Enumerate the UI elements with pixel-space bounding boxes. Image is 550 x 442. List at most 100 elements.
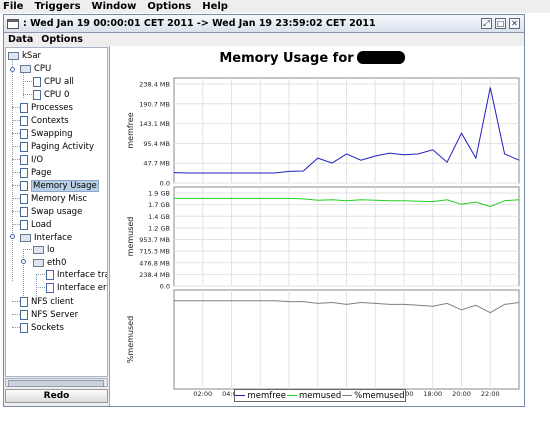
menu-window[interactable]: Window: [91, 1, 137, 12]
y-tick-label: 1.7 GB: [148, 201, 170, 209]
resize-icon[interactable]: ⤢: [481, 18, 492, 29]
document-icon: [20, 116, 28, 126]
frame-menubar: Data Options: [4, 33, 524, 46]
y-tick-label: 47.7 MB: [143, 160, 170, 168]
chart-title: Memory Usage for: [112, 51, 512, 66]
menu-options[interactable]: Options: [147, 1, 192, 12]
tree-item-memory-usage[interactable]: Memory Usage: [20, 180, 99, 192]
y-tick-label: 0.0: [160, 283, 170, 291]
tree-item-interface-errors[interactable]: Interface errors: [46, 282, 107, 294]
app-menubar: File Triggers Window Options Help: [0, 0, 550, 13]
x-tick-label: 02:00: [193, 390, 212, 398]
document-icon: [20, 142, 28, 152]
desktop-bottom: [0, 407, 550, 442]
frame-title: : Wed Jan 19 00:00:01 CET 2011 -> Wed Ja…: [23, 18, 376, 29]
x-tick-label: 04:00: [222, 390, 241, 398]
y-tick-label: 0.0: [160, 180, 170, 188]
left-panel: kSar CPU CPU all CPU 0 Processes Context…: [4, 46, 110, 406]
menu-help[interactable]: Help: [202, 1, 228, 12]
tree-item-nfs-server[interactable]: NFS Server: [20, 309, 78, 321]
tree-item-sockets[interactable]: Sockets: [20, 322, 64, 334]
tree-item-cpu[interactable]: CPU: [20, 63, 51, 75]
y-tick-label: 1.9 GB: [148, 190, 170, 198]
menu-data[interactable]: Data: [8, 34, 34, 45]
tree-item-swapping[interactable]: Swapping: [20, 128, 73, 140]
series-line-%memused: [174, 300, 520, 314]
folder-icon: [33, 259, 44, 267]
legend-item-pctmemused: %memused: [342, 391, 404, 401]
tree-item-cpu-0[interactable]: CPU 0: [33, 89, 69, 101]
y-tick-label: 238.4 MB: [139, 271, 170, 279]
menu-triggers[interactable]: Triggers: [34, 1, 81, 12]
tree-item-paging-activity[interactable]: Paging Activity: [20, 141, 94, 153]
document-icon: [20, 103, 28, 113]
y-tick-label: 190.7 MB: [139, 100, 170, 108]
menu-frame-options[interactable]: Options: [41, 34, 83, 45]
y-axis-label-memused: memused: [126, 217, 135, 257]
tree-item-interface[interactable]: Interface: [20, 232, 72, 244]
document-icon: [20, 155, 28, 165]
x-tick-label: 22:00: [481, 390, 500, 398]
y-tick-label: 1.2 GB: [148, 224, 170, 232]
tree-item-lo[interactable]: lo: [33, 244, 55, 256]
document-icon: [20, 310, 28, 320]
y-tick-label: 238.4 MB: [139, 81, 170, 89]
series-line-memused: [174, 197, 520, 208]
folder-icon: [20, 65, 31, 73]
document-icon: [20, 297, 28, 307]
document-icon: [20, 323, 28, 333]
y-tick-label: 143.1 MB: [139, 120, 170, 128]
y-axis-label-memfree: memfree: [126, 112, 135, 148]
chart-legend: memfree memused %memused: [234, 389, 406, 402]
x-tick-label: 18:00: [423, 390, 442, 398]
y-axis-label-%memused: %memused: [126, 316, 135, 363]
memory-chart: 0.0 47.7 MB 95.4 MB 143.1 MB 190.7 MB 238.4 M…: [126, 77, 520, 398]
document-icon: [33, 77, 41, 87]
window-icon: [7, 18, 19, 29]
document-icon: [20, 168, 28, 178]
document-icon: [20, 194, 28, 204]
tree-item-interface-traffic[interactable]: Interface traffic: [46, 269, 107, 281]
x-tick-label: 20:00: [452, 390, 471, 398]
document-icon: [20, 220, 28, 230]
y-tick-label: 1.4 GB: [148, 213, 170, 221]
series-line-memfree: [173, 87, 520, 174]
tree-horizontal-scrollbar[interactable]: [5, 378, 108, 387]
legend-item-memused: memused: [286, 391, 341, 401]
close-icon[interactable]: ✕: [509, 18, 520, 29]
y-tick-label: 715.3 MB: [139, 248, 170, 256]
tree-item-load[interactable]: Load: [20, 219, 51, 231]
folder-icon: [8, 52, 19, 60]
folder-icon: [20, 234, 31, 242]
tree-item-contexts[interactable]: Contexts: [20, 115, 69, 127]
maximize-icon[interactable]: □: [495, 18, 506, 29]
menu-file[interactable]: File: [3, 1, 24, 12]
tree-item-memory-misc[interactable]: Memory Misc: [20, 193, 87, 205]
document-icon: [20, 207, 28, 217]
tree-item-swap-usage[interactable]: Swap usage: [20, 206, 82, 218]
legend-item-memfree: memfree: [235, 391, 286, 401]
document-icon: [46, 270, 54, 280]
y-tick-label: 95.4 MB: [143, 140, 170, 148]
internal-frame: : Wed Jan 19 00:00:01 CET 2011 -> Wed Ja…: [3, 14, 525, 407]
tree-view[interactable]: kSar CPU CPU all CPU 0 Processes Context…: [5, 47, 108, 377]
y-tick-label: 476.8 MB: [139, 259, 170, 267]
chart-panel: Memory Usage for 0.0 47.7 MB 95.4 MB 143.1 …: [112, 46, 524, 406]
y-tick-label: 953.7 MB: [139, 236, 170, 244]
tree-item-ksar[interactable]: kSar: [8, 50, 41, 62]
tree-item-nfs-client[interactable]: NFS client: [20, 296, 74, 308]
document-icon: [46, 283, 54, 293]
folder-icon: [33, 246, 44, 254]
frame-titlebar[interactable]: : Wed Jan 19 00:00:01 CET 2011 -> Wed Ja…: [4, 15, 524, 33]
document-icon: [20, 129, 28, 139]
tree-item-cpu-all[interactable]: CPU all: [33, 76, 74, 88]
redo-button[interactable]: Redo: [5, 389, 108, 403]
document-icon: [20, 181, 28, 191]
document-icon: [33, 90, 41, 100]
tree-item-page[interactable]: Page: [20, 167, 52, 179]
redacted-hostname: [356, 51, 405, 64]
desktop-background: [526, 14, 550, 407]
tree-item-eth0[interactable]: eth0: [33, 257, 66, 269]
tree-item-processes[interactable]: Processes: [20, 102, 73, 114]
tree-item-io[interactable]: I/O: [20, 154, 43, 166]
